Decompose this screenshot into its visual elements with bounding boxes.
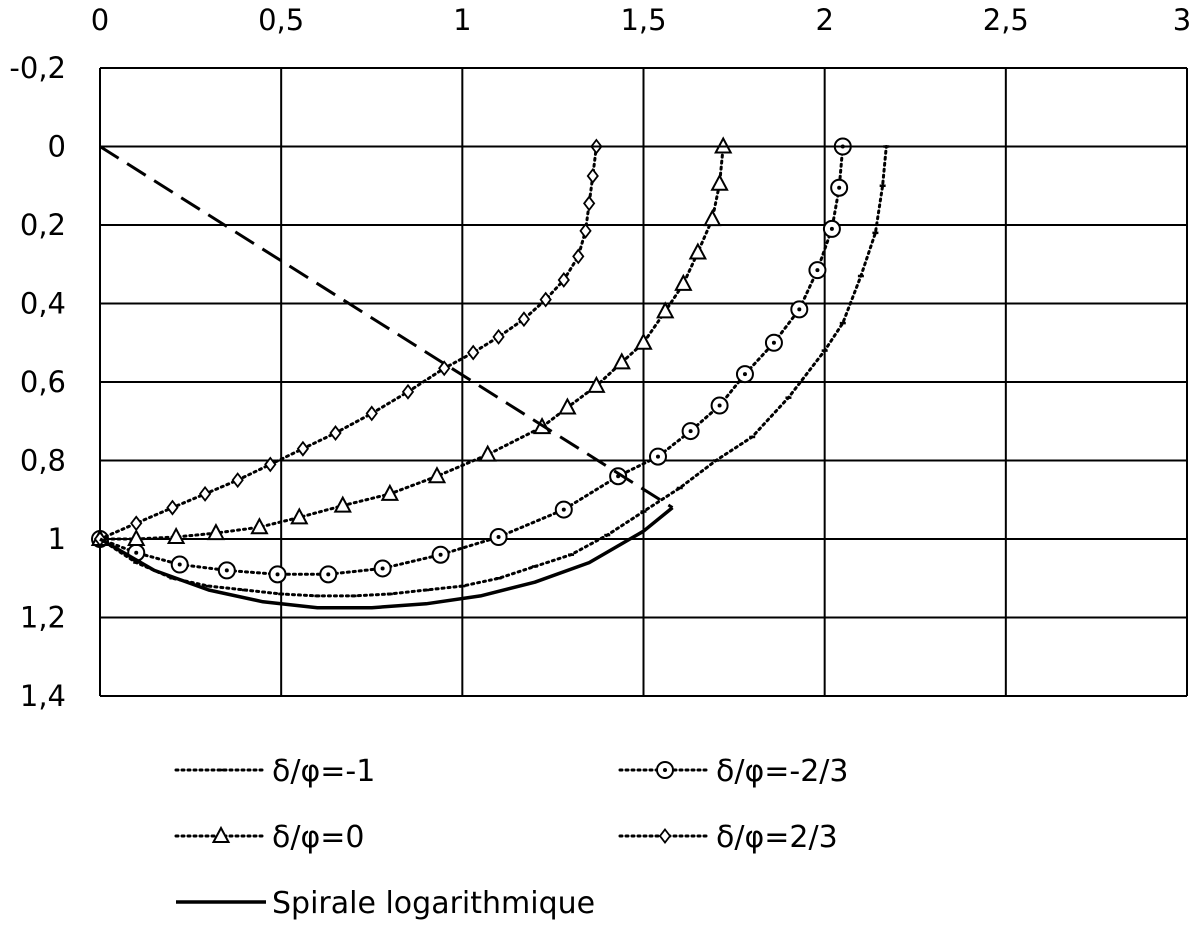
series-line	[98, 145, 888, 598]
series-line	[98, 145, 598, 541]
data-point-circle	[268, 565, 287, 584]
data-point-triangle	[587, 375, 606, 393]
x-tick-label: 1,5	[620, 3, 666, 37]
data-point-diamond	[296, 440, 310, 457]
y-axis-tick-labels: -0,2 0 0,2 0,4 0,6 0,8 1 1,2 1,4	[9, 51, 66, 713]
legend-marker	[211, 825, 231, 843]
data-point-circle	[319, 565, 338, 584]
data-point-circle	[217, 561, 236, 580]
data-point-diamond	[365, 405, 378, 422]
data-point-diamond	[130, 515, 143, 532]
data-point-circle	[808, 261, 827, 280]
data-point-diamond	[586, 167, 599, 184]
data-point-triangle	[290, 507, 309, 525]
data-point-circle	[710, 396, 729, 415]
data-point-circle	[681, 422, 700, 441]
data-point-diamond	[467, 344, 480, 361]
data-point-diamond	[557, 271, 570, 288]
data-point-diamond	[492, 328, 505, 345]
data-point-triangle	[206, 522, 226, 541]
data-point-triangle	[250, 517, 269, 535]
data-point-triangle	[558, 397, 577, 415]
legend-item: δ/φ=0	[174, 820, 364, 855]
data-point-circle	[431, 545, 450, 564]
data-point-triangle	[634, 332, 653, 350]
data-point-diamond	[329, 425, 342, 442]
data-point-circle	[648, 447, 667, 466]
data-point-diamond	[401, 383, 415, 400]
y-tick-label: 1	[48, 522, 66, 556]
legend-label: δ/φ=-2/3	[716, 754, 849, 789]
series-line	[98, 145, 845, 576]
data-point-triangle	[166, 526, 186, 545]
data-point-triangle	[656, 301, 675, 319]
data-point-triangle	[380, 483, 400, 501]
data-point-diamond	[231, 472, 244, 489]
data-point-diamond	[572, 248, 585, 265]
legend-label: δ/φ=2/3	[716, 820, 838, 855]
x-tick-label: 1	[453, 3, 471, 37]
y-tick-label: 1,2	[20, 601, 66, 635]
data-point-triangle	[333, 495, 352, 513]
legend-item: Spirale logarithmique	[176, 886, 595, 921]
chart-gridlines	[99, 67, 1188, 697]
data-point-triangle	[127, 528, 146, 546]
legend-marker	[656, 761, 674, 779]
data-point-triangle	[674, 273, 693, 291]
legend-label: δ/φ=0	[272, 820, 364, 855]
y-tick-label: 0,2	[20, 208, 66, 242]
series-3	[93, 138, 603, 547]
chart-series	[90, 136, 1024, 610]
data-point-circle	[822, 219, 841, 238]
series-line	[99, 506, 674, 610]
y-tick-label: 1,4	[20, 679, 66, 713]
data-point-diamond	[438, 360, 451, 377]
y-tick-label: 0	[48, 130, 66, 164]
legend-item: δ/φ=2/3	[618, 820, 838, 855]
data-point-circle	[554, 500, 573, 519]
data-point-diamond	[264, 456, 277, 473]
data-point-diamond	[166, 499, 179, 516]
chart-legend: δ/φ=-1 δ/φ=-2/3 δ/φ=0 δ/φ=2/3 Spirale logari…	[174, 754, 849, 921]
legend-label: Spirale logarithmique	[272, 886, 595, 921]
legend-marker	[658, 828, 672, 844]
x-tick-label: 0,5	[258, 3, 304, 37]
data-point-triangle	[688, 242, 708, 260]
data-point-circle	[489, 528, 508, 547]
data-point-circle	[764, 333, 783, 352]
data-point-circle	[373, 559, 392, 578]
y-tick-label: -0,2	[9, 51, 66, 85]
x-tick-label: 3	[1173, 3, 1191, 37]
data-point-circle	[170, 555, 189, 574]
series-line	[99, 145, 674, 509]
data-point-triangle	[612, 352, 631, 370]
data-point-circle	[830, 178, 849, 197]
x-tick-label: 0	[91, 3, 109, 37]
legend-label: δ/φ=-1	[272, 754, 375, 789]
data-point-triangle	[703, 208, 722, 227]
data-point-diamond	[517, 311, 531, 328]
data-point-circle	[735, 365, 754, 384]
x-tick-label: 2	[815, 3, 833, 37]
data-point-circle	[790, 300, 809, 319]
y-tick-label: 0,8	[20, 444, 66, 478]
legend-item: δ/φ=-2/3	[618, 754, 849, 789]
data-point-diamond	[579, 222, 592, 239]
x-tick-label: 2,5	[983, 3, 1029, 37]
series-1	[91, 137, 852, 584]
data-point-triangle	[710, 173, 729, 191]
y-tick-label: 0,4	[20, 287, 66, 321]
x-axis-tick-labels: 0 0,5 1 1,5 2 2,5 3	[91, 3, 1191, 37]
data-point-triangle	[427, 466, 447, 484]
y-tick-label: 0,6	[20, 365, 66, 399]
series-5	[99, 145, 674, 509]
series-2	[90, 136, 733, 546]
series-4	[99, 506, 674, 610]
data-point-diamond	[539, 291, 552, 308]
data-point-triangle	[478, 444, 497, 462]
data-point-diamond	[583, 195, 596, 212]
data-point-diamond	[198, 485, 212, 502]
legend-item: δ/φ=-1	[174, 754, 375, 789]
